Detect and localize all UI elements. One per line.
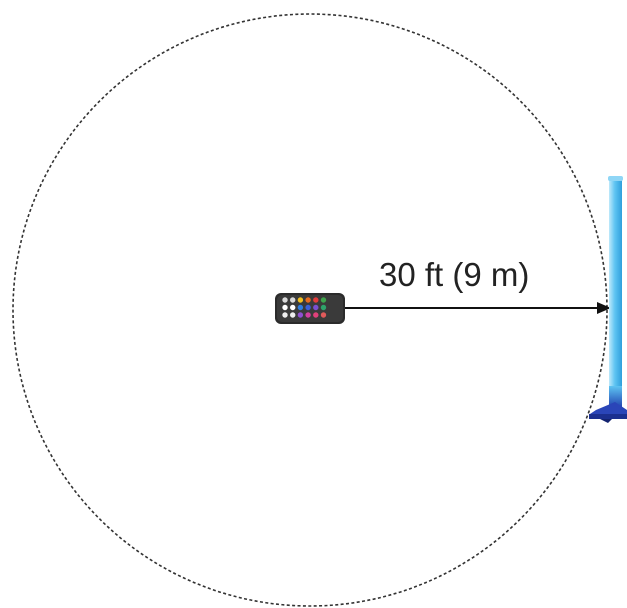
remote-button-icon	[320, 312, 327, 318]
range-arrow	[342, 302, 611, 314]
remote-button-icon	[297, 304, 304, 311]
range-label: 30 ft (9 m)	[379, 256, 529, 293]
remote-button-icon	[282, 312, 288, 318]
range-circle	[12, 13, 608, 607]
remote-button-icon	[305, 297, 311, 303]
remote-button-icon	[313, 304, 319, 311]
remote-button-icon	[313, 312, 319, 318]
remote-button-icon	[305, 312, 311, 318]
remote-control-icon	[275, 293, 345, 324]
remote-button-icon	[282, 304, 288, 311]
remote-button-icon	[305, 304, 311, 311]
remote-button-icon	[320, 304, 327, 311]
remote-button-icon	[320, 297, 327, 303]
remote-button-icon	[290, 312, 296, 318]
remote-button-icon	[290, 304, 296, 311]
remote-button-icon	[297, 297, 304, 303]
remote-button-icon	[297, 312, 304, 318]
remote-buttons	[282, 297, 327, 318]
led-tube-light-icon	[589, 176, 627, 423]
remote-button-icon	[282, 297, 288, 303]
remote-button-icon	[290, 297, 296, 303]
remote-button-icon	[313, 297, 319, 303]
arrow-head-icon	[597, 302, 611, 314]
